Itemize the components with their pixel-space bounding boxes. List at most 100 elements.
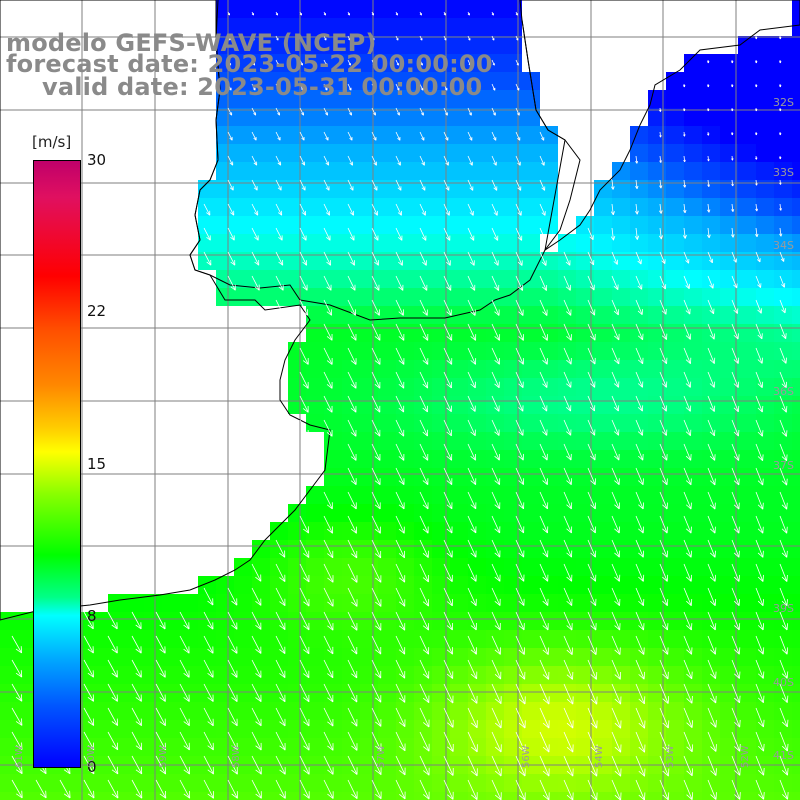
- wind-speed-cell: [198, 738, 216, 756]
- wind-speed-cell: [216, 216, 234, 234]
- wind-speed-cell: [774, 486, 792, 504]
- wind-arrow: [131, 707, 142, 726]
- wind-arrow: [251, 635, 262, 654]
- wind-speed-cell: [54, 774, 72, 792]
- wind-arrow: [419, 779, 430, 800]
- wind-speed-cell: [360, 288, 378, 306]
- wind-arrow: [323, 731, 334, 751]
- wind-arrow: [515, 227, 523, 241]
- wind-arrow: [779, 611, 788, 631]
- colorbar-tick-0: 0: [87, 758, 97, 776]
- wind-speed-cell: [558, 504, 576, 522]
- wind-speed-cell: [720, 666, 738, 684]
- wind-speed-cell: [216, 630, 234, 648]
- wind-arrow: [347, 659, 358, 679]
- wind-arrow: [299, 347, 309, 365]
- wind-arrow: [395, 347, 405, 365]
- wind-speed-cell: [594, 486, 612, 504]
- wind-arrow: [299, 659, 310, 679]
- wind-arrow: [779, 419, 788, 437]
- wind-speed-cell: [522, 108, 540, 126]
- wind-speed-cell: [414, 18, 432, 36]
- wind-speed-cell: [486, 288, 504, 306]
- wind-speed-cell: [612, 162, 630, 180]
- wind-speed-cell: [342, 144, 360, 162]
- wind-arrow: [347, 107, 352, 116]
- wind-speed-cell: [378, 288, 396, 306]
- wind-arrow: [467, 299, 476, 316]
- wind-speed-cell: [414, 432, 432, 450]
- wind-arrow: [467, 227, 475, 241]
- wind-speed-cell: [324, 504, 342, 522]
- wind-arrow: [683, 731, 694, 753]
- wind-speed-cell: [198, 252, 216, 270]
- wind-arrow: [563, 707, 574, 729]
- wind-speed-cell: [504, 0, 522, 18]
- wind-arrow: [731, 635, 741, 655]
- wind-arrow: [683, 347, 692, 364]
- wind-speed-cell: [378, 684, 396, 702]
- wind-speed-cell: [630, 378, 648, 396]
- wind-speed-cell: [756, 612, 774, 630]
- wind-speed-cell: [540, 306, 558, 324]
- wind-speed-cell: [504, 72, 522, 90]
- wind-arrow: [779, 587, 788, 607]
- wind-speed-cell: [558, 234, 576, 252]
- wind-speed-cell: [432, 702, 450, 720]
- wind-speed-cell: [738, 612, 756, 630]
- wind-arrow: [706, 227, 711, 239]
- wind-speed-cell: [234, 594, 252, 612]
- wind-arrow: [755, 563, 764, 582]
- wind-speed-cell: [378, 594, 396, 612]
- wind-arrow: [539, 203, 546, 216]
- wind-speed-cell: [522, 684, 540, 702]
- wind-speed-cell: [396, 414, 414, 432]
- wind-speed-cell: [378, 792, 396, 800]
- wind-speed-cell: [630, 774, 648, 792]
- wind-speed-cell: [792, 144, 800, 162]
- wind-speed-cell: [720, 702, 738, 720]
- wind-arrow: [299, 707, 310, 727]
- wind-speed-cell: [432, 504, 450, 522]
- wind-arrow: [515, 707, 526, 729]
- wind-arrow: [515, 59, 519, 66]
- wind-speed-cell: [774, 414, 792, 432]
- wind-arrow: [755, 635, 765, 655]
- wind-arrow: [707, 347, 716, 364]
- wind-arrow: [755, 731, 765, 752]
- wind-speed-cell: [396, 90, 414, 108]
- wind-arrow: [635, 755, 646, 777]
- wind-speed-cell: [594, 198, 612, 216]
- wind-speed-cell: [756, 648, 774, 666]
- wind-arrow: [707, 443, 716, 461]
- wind-arrow: [275, 275, 284, 291]
- wind-arrow: [707, 299, 715, 315]
- wind-arrow: [707, 371, 716, 388]
- wind-speed-cell: [396, 288, 414, 306]
- wind-arrow: [658, 83, 662, 88]
- wind-arrow: [491, 419, 500, 436]
- wind-speed-cell: [540, 126, 558, 144]
- wind-speed-cell: [738, 54, 756, 72]
- wind-arrow: [467, 371, 476, 389]
- wind-speed-cell: [234, 288, 252, 306]
- wind-speed-cell: [702, 162, 720, 180]
- wind-arrow: [419, 11, 422, 16]
- wind-speed-cell: [108, 648, 126, 666]
- wind-speed-cell: [684, 414, 702, 432]
- wind-speed-cell: [378, 576, 396, 594]
- wind-speed-cell: [378, 504, 396, 522]
- wind-arrow: [755, 779, 765, 800]
- wind-speed-cell: [756, 774, 774, 792]
- wind-arrow: [635, 371, 644, 388]
- wind-speed-cell: [702, 396, 720, 414]
- wind-speed-cell: [486, 324, 504, 342]
- wind-speed-cell: [486, 54, 504, 72]
- wind-arrow: [323, 107, 328, 116]
- wind-speed-cell: [468, 288, 486, 306]
- wind-arrow: [11, 755, 23, 775]
- wind-arrow: [563, 275, 571, 291]
- wind-speed-cell: [468, 450, 486, 468]
- wind-speed-cell: [288, 288, 306, 306]
- wind-speed-cell: [576, 792, 594, 800]
